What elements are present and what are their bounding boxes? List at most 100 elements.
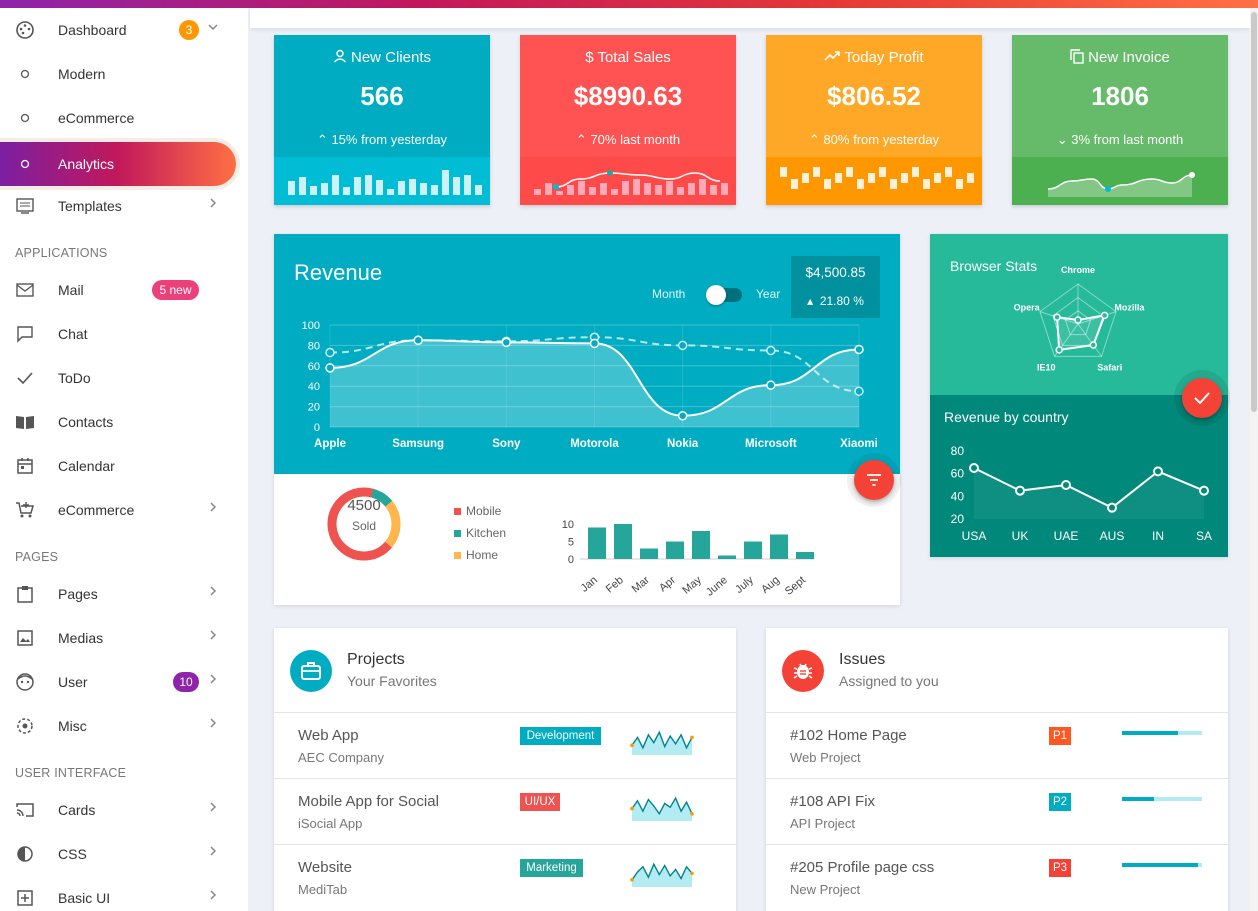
filter-fab-button[interactable] — [854, 460, 894, 500]
sidebar-item-pages[interactable]: Pages — [0, 572, 248, 616]
circle-outline-icon — [14, 154, 36, 174]
bar — [588, 527, 606, 559]
sidebar-item-mail[interactable]: Mail 5 new — [0, 268, 248, 312]
calendar-icon — [14, 456, 36, 476]
header-strip — [250, 8, 1250, 28]
chevron-right-icon — [207, 500, 219, 516]
project-row[interactable]: Web App AEC Company Development — [274, 712, 736, 778]
stat-card-new-clients[interactable]: New Clients 566 ⌃ 15% from yesterday — [274, 35, 490, 205]
project-title: Mobile App for Social — [298, 793, 439, 810]
project-row[interactable]: Mobile App for Social iSocial App UI/UX — [274, 778, 736, 844]
toggle-knob — [706, 285, 726, 305]
foot-bar — [453, 177, 460, 195]
foot-point — [1189, 172, 1195, 178]
chevron-right-icon — [207, 196, 219, 212]
foot-bar — [611, 189, 618, 195]
issue-project: Web Project — [790, 750, 861, 765]
donut-center-value: 4500 — [347, 497, 381, 514]
issue-project: New Project — [790, 882, 861, 897]
project-row[interactable]: Website MediTab Marketing — [274, 844, 736, 910]
sidebar-item-ecommerce[interactable]: eCommerce — [0, 488, 248, 532]
stat-foot-bars — [274, 157, 490, 205]
stat-card-total-sales[interactable]: $ Total Sales $8990.63 ⌃ 70% last month — [520, 35, 736, 205]
stat-card-today-profit[interactable]: Today Profit $806.52 ⌃ 80% from yesterda… — [766, 35, 982, 205]
dollar-icon: $ — [585, 49, 598, 66]
toggle-year-label: Year — [756, 287, 781, 301]
x-tick-label: June — [704, 574, 730, 599]
sidebar-item-calendar[interactable]: Calendar — [0, 444, 248, 488]
radar-label: Safari — [1097, 363, 1122, 373]
stat-title: New Clients — [274, 49, 490, 66]
country-line-chart: 20 40 60 80 USA UK UAE AUS IN SA — [951, 444, 1212, 543]
toggle-month-label: Month — [652, 287, 686, 301]
progress-fill — [1122, 863, 1198, 867]
sidebar-item-cards[interactable]: Cards — [0, 788, 248, 832]
sidebar-item-css[interactable]: CSS — [0, 832, 248, 876]
check-fab-button[interactable] — [1182, 378, 1222, 418]
foot-bar — [365, 175, 372, 195]
sidebar-item-chat[interactable]: Chat — [0, 312, 248, 356]
chevron-right-icon — [207, 716, 219, 732]
revenue-amount-box: $4,500.85 ▴ 21.80 % — [791, 256, 880, 318]
foot-block — [890, 179, 897, 189]
radar-point — [1055, 346, 1063, 354]
sidebar-item-templates[interactable]: Templates — [0, 184, 248, 228]
foot-bar — [688, 183, 695, 195]
sidebar-item-analytics[interactable]: Analytics — [0, 142, 236, 186]
sidebar-item-dashboard[interactable]: Dashboard 3 — [0, 8, 248, 52]
sidebar-item-contacts[interactable]: Contacts — [0, 400, 248, 444]
foot-bar — [666, 181, 673, 195]
legend-home: Home — [454, 548, 498, 562]
radar-point — [1074, 316, 1082, 324]
stat-title-text: New Invoice — [1088, 49, 1170, 66]
foot-block — [945, 167, 952, 177]
sidebar-item-misc[interactable]: Misc — [0, 704, 248, 748]
legend-mobile: Mobile — [454, 504, 501, 518]
x-tick-label: Feb — [604, 574, 626, 595]
radar-label: Opera — [1014, 302, 1041, 312]
foot-bar — [310, 186, 317, 195]
issue-progress-bar — [1122, 731, 1202, 735]
revenue-line-chart: 0 20 40 60 80 100 Apple Samsung Sony Motorola Noki… — [302, 320, 878, 450]
foot-bar — [398, 181, 405, 195]
sidebar-item-modern[interactable]: Modern — [0, 52, 248, 96]
foot-block — [846, 167, 853, 177]
chat-icon — [14, 324, 36, 344]
sidebar-item-user[interactable]: User 10 — [0, 660, 248, 704]
project-title: Web App — [298, 727, 359, 744]
issue-row[interactable]: #108 API Fix API Project P2 — [766, 778, 1228, 844]
contacts-book-icon — [14, 412, 36, 432]
radar-point — [1100, 311, 1109, 320]
project-tag: Marketing — [520, 859, 583, 877]
priority-badge: P3 — [1049, 859, 1071, 877]
month-year-toggle[interactable] — [706, 285, 742, 305]
foot-bar — [721, 183, 728, 195]
foot-bar — [534, 189, 541, 195]
issues-card: Issues Assigned to you #102 Home Page We… — [766, 628, 1228, 911]
sidebar-item-label: Basic UI — [58, 890, 111, 906]
page-scrollbar[interactable] — [1250, 8, 1258, 911]
sidebar-item-label: Calendar — [58, 458, 115, 474]
issue-row[interactable]: #205 Profile page css New Project P3 — [766, 844, 1228, 910]
foot-bar — [545, 183, 552, 195]
x-tick-label: USA — [962, 529, 987, 543]
foot-line — [1047, 174, 1193, 190]
x-tick-label: July — [733, 574, 756, 596]
foot-bar — [420, 183, 427, 195]
radar-grid — [1039, 283, 1117, 357]
scrollbar-thumb[interactable] — [1251, 12, 1257, 412]
sidebar-item-medias[interactable]: Medias — [0, 616, 248, 660]
sidebar-item-basic-ui[interactable]: Basic UI — [0, 876, 248, 911]
radar-axis — [1077, 323, 1102, 357]
y-tick-label: 20 — [308, 402, 320, 414]
stat-title: Today Profit — [766, 49, 982, 66]
radar-grid — [1052, 296, 1104, 346]
sidebar-item-ecommerce-sub[interactable]: eCommerce — [0, 96, 248, 140]
stat-card-new-invoice[interactable]: New Invoice 1806 ⌄ 3% from last month — [1012, 35, 1228, 205]
sidebar-item-todo[interactable]: ToDo — [0, 356, 248, 400]
foot-bar — [387, 189, 394, 195]
issue-row[interactable]: #102 Home Page Web Project P1 — [766, 712, 1228, 778]
radar-axis — [1077, 311, 1117, 325]
x-tick-label: Apple — [314, 438, 346, 450]
foot-bar — [677, 187, 684, 195]
